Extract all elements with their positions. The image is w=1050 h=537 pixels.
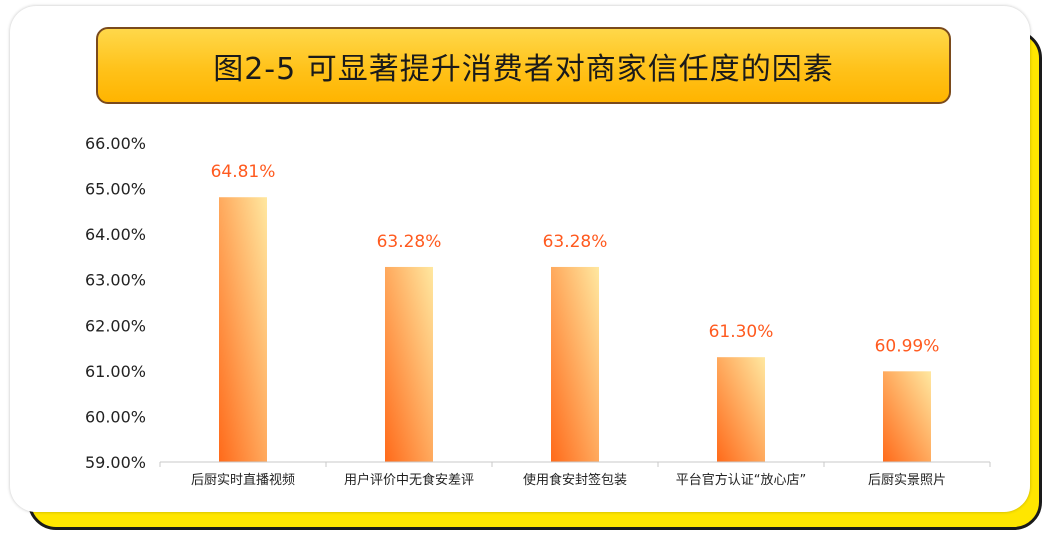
y-tick-label: 59.00% bbox=[85, 453, 146, 472]
bar bbox=[385, 266, 433, 462]
data-label: 63.28% bbox=[377, 232, 442, 252]
x-tick-label: 使用食安封签包装 bbox=[523, 472, 627, 488]
data-label: 60.99% bbox=[875, 336, 940, 356]
data-label: 63.28% bbox=[543, 232, 608, 252]
data-label: 61.30% bbox=[709, 322, 774, 342]
bar bbox=[883, 371, 931, 462]
y-tick-label: 60.00% bbox=[85, 407, 146, 426]
x-tick-label: 平台官方认证“放心店” bbox=[676, 472, 806, 488]
bars: 64.81% 63.28% 63.28% 61.30% 60.99% bbox=[211, 162, 940, 463]
data-label: 64.81% bbox=[211, 162, 276, 182]
x-axis: 后厨实时直播视频 用户评价中无食安差评 使用食安封签包装 平台官方认证“放心店” 后厨实… bbox=[159, 461, 991, 488]
y-tick-label: 63.00% bbox=[85, 271, 146, 290]
chart-title: 图2-5 可显著提升消费者对商家信任度的因素 bbox=[213, 51, 834, 87]
y-tick-label: 66.00% bbox=[85, 134, 146, 153]
bar bbox=[551, 266, 599, 462]
title-banner: 图2-5 可显著提升消费者对商家信任度的因素 bbox=[96, 27, 951, 104]
y-tick-label: 61.00% bbox=[85, 362, 146, 381]
x-tick-label: 用户评价中无食安差评 bbox=[344, 472, 474, 488]
x-tick-label: 后厨实时直播视频 bbox=[191, 473, 295, 488]
y-tick-label: 65.00% bbox=[85, 180, 146, 199]
y-tick-label: 62.00% bbox=[85, 316, 146, 335]
x-tick-label: 后厨实景照片 bbox=[868, 473, 946, 488]
y-tick-label: 64.00% bbox=[85, 225, 146, 244]
bar bbox=[717, 357, 765, 462]
bar bbox=[219, 197, 267, 463]
y-axis: 59.00% 60.00% 61.00% 62.00% 63.00% 64.00% 65.0… bbox=[85, 134, 146, 472]
